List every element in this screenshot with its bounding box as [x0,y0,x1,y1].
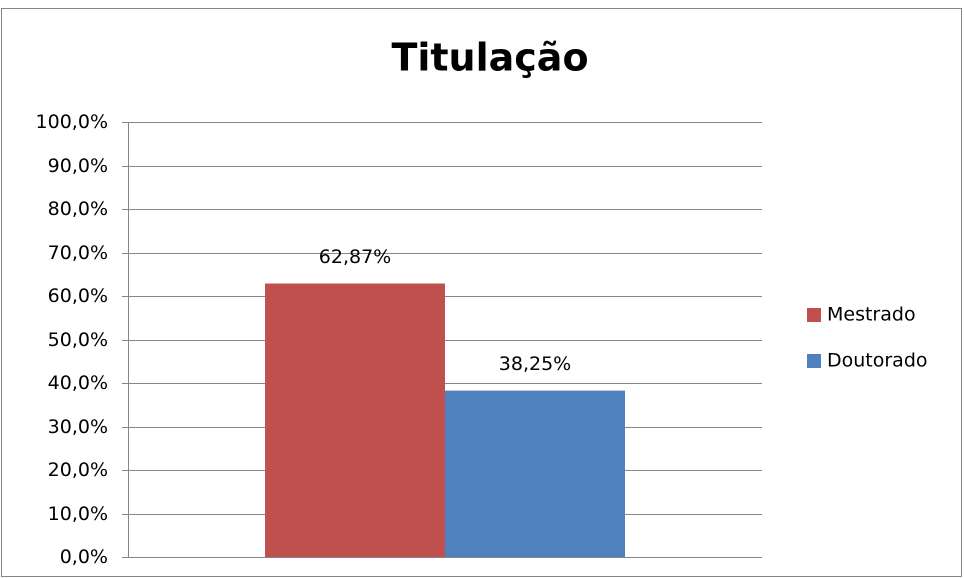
y-tick-label: 40,0% [48,372,108,394]
data-label: 38,25% [499,353,571,375]
legend-label: Mestrado [827,304,916,326]
chart-title: Titulação [391,36,588,80]
legend-swatch [807,308,821,322]
y-tick-label: 70,0% [48,242,108,264]
y-tick-label: 50,0% [48,329,108,351]
y-tick-label: 100,0% [36,111,108,133]
y-tick-label: 60,0% [48,285,108,307]
data-label: 62,87% [319,246,391,268]
legend-swatch [807,354,821,368]
y-tick-label: 0,0% [60,546,108,568]
legend-label: Doutorado [827,350,928,372]
bar [265,283,445,557]
y-tick-label: 30,0% [48,416,108,438]
y-tick-label: 90,0% [48,155,108,177]
y-tick-label: 10,0% [48,503,108,525]
y-tick-label: 80,0% [48,198,108,220]
bar [445,390,625,557]
y-tick-label: 20,0% [48,459,108,481]
